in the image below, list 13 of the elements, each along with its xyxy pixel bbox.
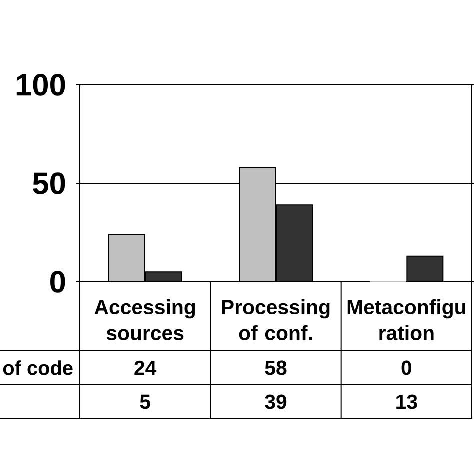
data-label: 0 [402,360,412,376]
y-tick-label: 0 [50,271,66,293]
text: of code [3,360,73,376]
data-label: 13 [396,394,418,410]
x-tick-label: Processing of conf. [222,300,330,340]
y-tick-label: 50 [33,172,66,194]
y-tick-label: 100 [16,74,66,96]
x-tick-label: Accessing sources [94,300,196,340]
data-label: 58 [265,360,287,376]
x-tick-label: Metaconfigu ration [348,300,466,340]
data-label: 5 [140,394,150,410]
data-label: 24 [134,360,157,376]
data-label: 39 [265,394,287,410]
